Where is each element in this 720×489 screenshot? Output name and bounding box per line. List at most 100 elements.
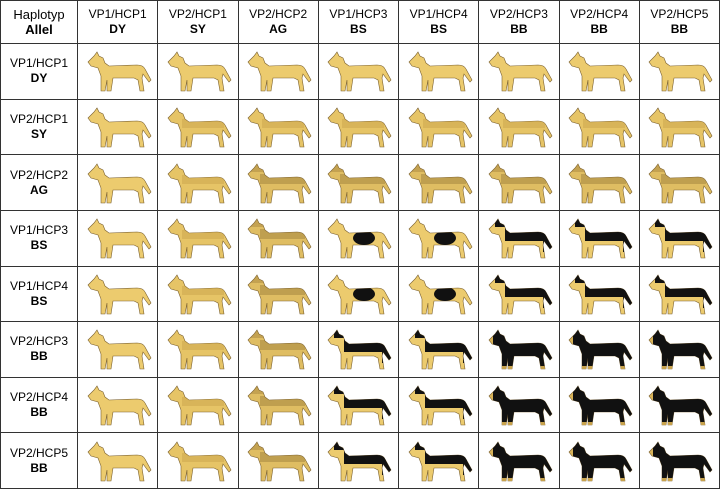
dog-markings (181, 341, 224, 351)
phenotype-cell (237, 376, 319, 434)
table-row: VP1/HCP3 BS (0, 209, 720, 267)
black-head (494, 274, 505, 283)
table-row: VP1/HCP4 BS (0, 265, 720, 323)
black-saddle (585, 283, 628, 297)
black-patch (353, 231, 376, 246)
column-header: VP2/HCP5 BB (638, 0, 720, 44)
black-saddle (665, 228, 708, 242)
phenotype-cell (558, 265, 640, 323)
dog-image (568, 441, 633, 482)
dog-image (568, 107, 633, 148)
black-saddle (504, 228, 547, 242)
phenotype-cell (558, 209, 640, 267)
black-tail (382, 399, 392, 420)
phenotype-cell (317, 209, 400, 267)
dog-image (327, 385, 392, 426)
dog-image (648, 51, 713, 92)
phenotype-cell (397, 376, 480, 434)
phenotype-cell (638, 154, 720, 211)
phenotype-cell (397, 43, 480, 100)
column-haplotype: VP2/HCP4 (570, 7, 629, 21)
dog-markings (492, 386, 552, 426)
phenotype-cell (157, 376, 239, 434)
phenotype-cell (478, 265, 560, 323)
dog-image (488, 51, 553, 92)
phenotype-cell (76, 432, 159, 489)
shading (490, 163, 505, 172)
dog-image (87, 163, 152, 204)
row-haplotype: VP1/HCP1 (9, 56, 69, 71)
dog-image (167, 163, 232, 204)
dog-markings (181, 285, 224, 295)
phenotype-cell (317, 43, 400, 100)
shading (181, 397, 224, 407)
shading (502, 118, 545, 128)
column-haplotype: VP2/HCP3 (489, 7, 548, 21)
black-head (575, 274, 586, 283)
shading (260, 173, 306, 184)
dog-image (167, 218, 232, 259)
black-head (414, 330, 425, 339)
phenotype-cell (76, 321, 159, 378)
shading (250, 386, 265, 395)
phenotype-cell (397, 432, 480, 489)
table-row: VP2/HCP2 AG (0, 154, 720, 211)
black-saddle (504, 283, 547, 297)
dog-body (247, 51, 312, 92)
phenotype-cell (76, 43, 159, 100)
black-tail (462, 454, 472, 475)
dog-image (327, 329, 392, 370)
table-row: VP2/HCP3 BB (0, 321, 720, 378)
dog-image (327, 163, 392, 204)
dog-markings (250, 219, 306, 240)
column-allele: BS (430, 22, 447, 36)
row-allele: BB (30, 349, 48, 364)
dog-image (408, 107, 473, 148)
dog-image (648, 163, 713, 204)
dog-body (87, 107, 152, 148)
phenotype-cell (397, 154, 480, 211)
dog-image (247, 274, 312, 315)
shading (410, 163, 425, 172)
dog-image (488, 107, 553, 148)
phenotype-cell (157, 321, 239, 378)
shading (250, 163, 265, 172)
row-allele: BS (30, 238, 48, 253)
dog-image (568, 274, 633, 315)
column-allele: BB (510, 22, 528, 36)
dog-markings (583, 118, 626, 128)
dog-markings (181, 397, 224, 407)
shading (260, 284, 306, 295)
column-allele: BS (350, 22, 367, 36)
black-saddle (424, 395, 467, 409)
phenotype-cell (397, 209, 480, 267)
dog-body (87, 218, 152, 259)
dog-image (408, 51, 473, 92)
black-tail (703, 287, 713, 308)
dog-image (247, 218, 312, 259)
phenotype-cell (638, 432, 720, 489)
dog-image (167, 107, 232, 148)
row-header: VP2/HCP2 AG (0, 154, 78, 211)
black-head (575, 219, 586, 228)
dog-image (87, 441, 152, 482)
black-saddle (424, 339, 467, 353)
dog-markings (573, 386, 633, 426)
black-patch (353, 286, 376, 301)
phenotype-cell (478, 98, 560, 156)
phenotype-cell (317, 432, 400, 489)
shading (661, 173, 707, 184)
dog-markings (651, 163, 707, 184)
phenotype-cell (558, 432, 640, 489)
column-header: VP1/HCP1 DY (76, 0, 159, 44)
dog-image (648, 218, 713, 259)
phenotype-cell (558, 43, 640, 100)
phenotype-cell (237, 154, 319, 211)
column-allele: AG (269, 22, 288, 36)
row-allele: BS (30, 293, 48, 308)
dog-image (87, 274, 152, 315)
column-header: VP2/HCP2 AG (237, 0, 319, 44)
dog-image (87, 107, 152, 148)
dog-image (87, 329, 152, 370)
column-allele: BB (590, 22, 608, 36)
